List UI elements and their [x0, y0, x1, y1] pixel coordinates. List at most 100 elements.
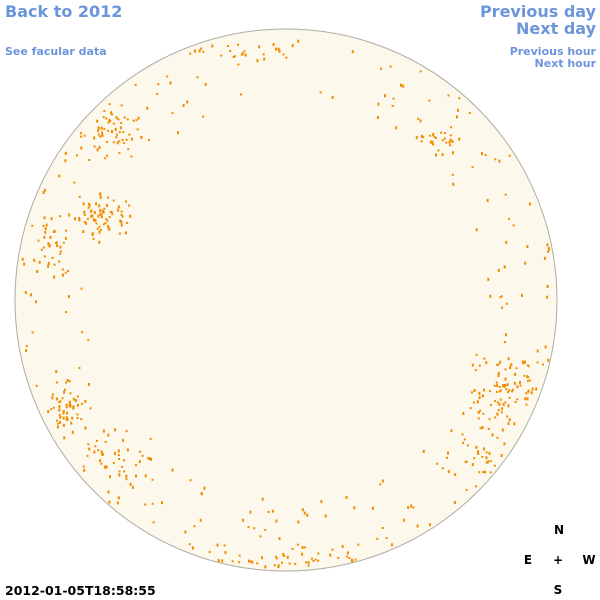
facula — [35, 384, 38, 387]
facula — [136, 128, 139, 131]
facula — [457, 108, 459, 112]
facula — [92, 237, 95, 240]
facula — [144, 474, 147, 478]
facula — [417, 117, 420, 120]
facula — [202, 115, 205, 118]
facula — [452, 151, 454, 155]
facula — [384, 94, 386, 98]
facula — [189, 52, 192, 55]
facula — [380, 67, 382, 70]
facula — [93, 145, 96, 148]
facula — [505, 302, 508, 305]
facula — [307, 564, 310, 567]
facula — [249, 510, 252, 514]
facula — [87, 339, 90, 342]
facula — [498, 402, 501, 406]
facula — [499, 389, 502, 392]
facula — [87, 206, 90, 209]
compass-west: W — [582, 553, 596, 567]
facula — [130, 137, 133, 141]
facula — [429, 134, 432, 137]
facula — [471, 391, 473, 394]
facula — [59, 415, 62, 419]
facula — [483, 388, 486, 392]
facula — [329, 553, 332, 557]
facula — [258, 45, 261, 49]
facula — [151, 478, 154, 481]
facula — [117, 205, 120, 209]
facula — [291, 44, 294, 48]
facula — [56, 425, 59, 429]
facula — [271, 509, 274, 513]
facula — [465, 460, 468, 463]
facula — [23, 262, 26, 266]
facula — [543, 256, 546, 260]
facula — [97, 130, 100, 133]
previous-hour-link[interactable]: Previous hour — [509, 45, 596, 58]
facula — [129, 214, 132, 218]
facula — [216, 543, 219, 547]
facula — [483, 470, 486, 474]
facula — [107, 129, 110, 132]
facula — [97, 214, 100, 218]
facula — [450, 429, 453, 433]
facula — [119, 219, 122, 223]
facula — [128, 204, 131, 207]
facula — [458, 97, 461, 100]
facula — [263, 57, 266, 61]
compass-south: S — [553, 583, 563, 597]
facular-link[interactable]: See facular data — [5, 45, 107, 58]
facula — [478, 391, 481, 395]
facula — [25, 349, 27, 353]
facula — [422, 136, 425, 139]
facula — [282, 552, 285, 556]
next-day-link[interactable]: Next day — [516, 19, 596, 38]
facula — [306, 513, 309, 517]
facula — [138, 450, 141, 453]
facula — [120, 210, 123, 213]
facula — [43, 216, 46, 220]
facula — [42, 246, 45, 249]
facula — [68, 295, 70, 299]
facula — [487, 427, 490, 430]
facula — [489, 460, 492, 462]
facula — [248, 559, 250, 563]
facula — [111, 213, 114, 216]
facula — [495, 390, 498, 393]
facula — [169, 81, 172, 85]
back-link[interactable]: Back to 2012 — [5, 2, 123, 21]
facula — [273, 564, 276, 567]
facula — [419, 119, 422, 123]
facula — [312, 560, 315, 562]
facula — [83, 221, 86, 224]
facula — [99, 192, 102, 195]
facula — [354, 558, 357, 561]
facula — [389, 65, 392, 68]
facula — [544, 345, 547, 349]
facula — [232, 56, 235, 58]
facula — [501, 384, 504, 388]
facula — [410, 504, 413, 508]
facula — [504, 401, 507, 404]
previous-day-link[interactable]: Previous day — [479, 2, 596, 21]
facula — [114, 127, 117, 131]
facula — [511, 388, 514, 391]
facula — [451, 140, 454, 143]
facula — [96, 227, 99, 230]
facula — [351, 50, 354, 54]
facula — [105, 218, 108, 221]
facula — [466, 444, 469, 447]
facula — [477, 452, 480, 455]
compass-center: + — [552, 553, 564, 567]
facula — [58, 405, 61, 409]
facula — [68, 380, 71, 383]
next-hour-link[interactable]: Next hour — [534, 57, 597, 70]
facula — [437, 149, 440, 152]
facula — [53, 229, 56, 233]
facula — [449, 144, 452, 147]
facula — [496, 436, 499, 439]
facula — [220, 54, 223, 57]
facula — [240, 93, 242, 96]
facula — [80, 146, 83, 150]
facula — [108, 227, 111, 231]
